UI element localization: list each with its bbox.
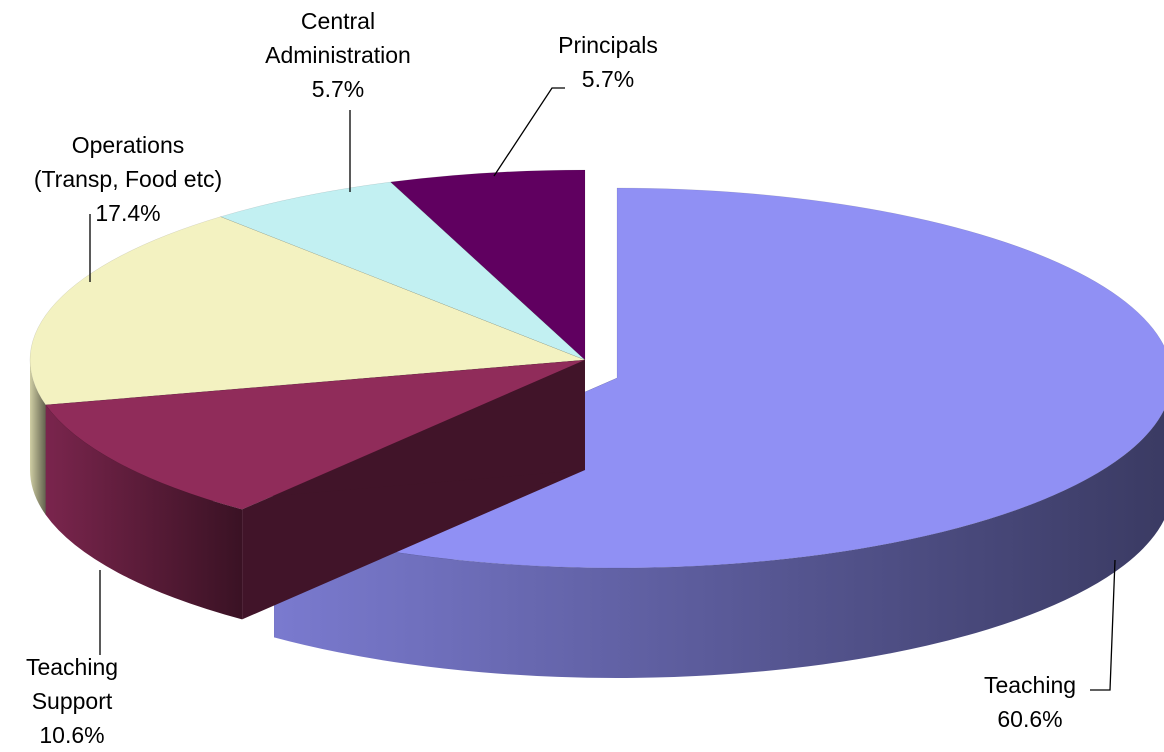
leader-line bbox=[493, 87, 565, 177]
data-label: Teaching 60.6% bbox=[930, 668, 1130, 736]
slice bbox=[29, 216, 586, 406]
slice-side bbox=[30, 360, 46, 515]
value-label: 60.6% bbox=[997, 706, 1063, 732]
data-label: Principals 5.7% bbox=[508, 28, 708, 96]
category-label: Teaching bbox=[983, 672, 1077, 698]
slice-side bbox=[45, 404, 243, 620]
data-label: Operations (Transp, Food etc) 17.4% bbox=[28, 128, 228, 230]
data-label: Central Administration 5.7% bbox=[248, 4, 428, 106]
value-label: 10.6% bbox=[39, 722, 105, 748]
slice-side bbox=[274, 410, 1164, 678]
slice bbox=[389, 169, 586, 361]
category-label: Operations (Transp, Food etc) bbox=[33, 132, 223, 192]
category-label: Central Administration bbox=[265, 8, 411, 68]
slice bbox=[219, 181, 586, 361]
value-label: 5.7% bbox=[311, 76, 365, 102]
data-label: Teaching Support 10.6% bbox=[2, 650, 142, 752]
value-label: 17.4% bbox=[95, 200, 161, 226]
value-label: 5.7% bbox=[581, 66, 635, 92]
leader-line bbox=[1090, 559, 1116, 691]
slice bbox=[45, 359, 586, 510]
category-label: Teaching Support bbox=[25, 654, 119, 714]
category-label: Principals bbox=[558, 32, 658, 58]
